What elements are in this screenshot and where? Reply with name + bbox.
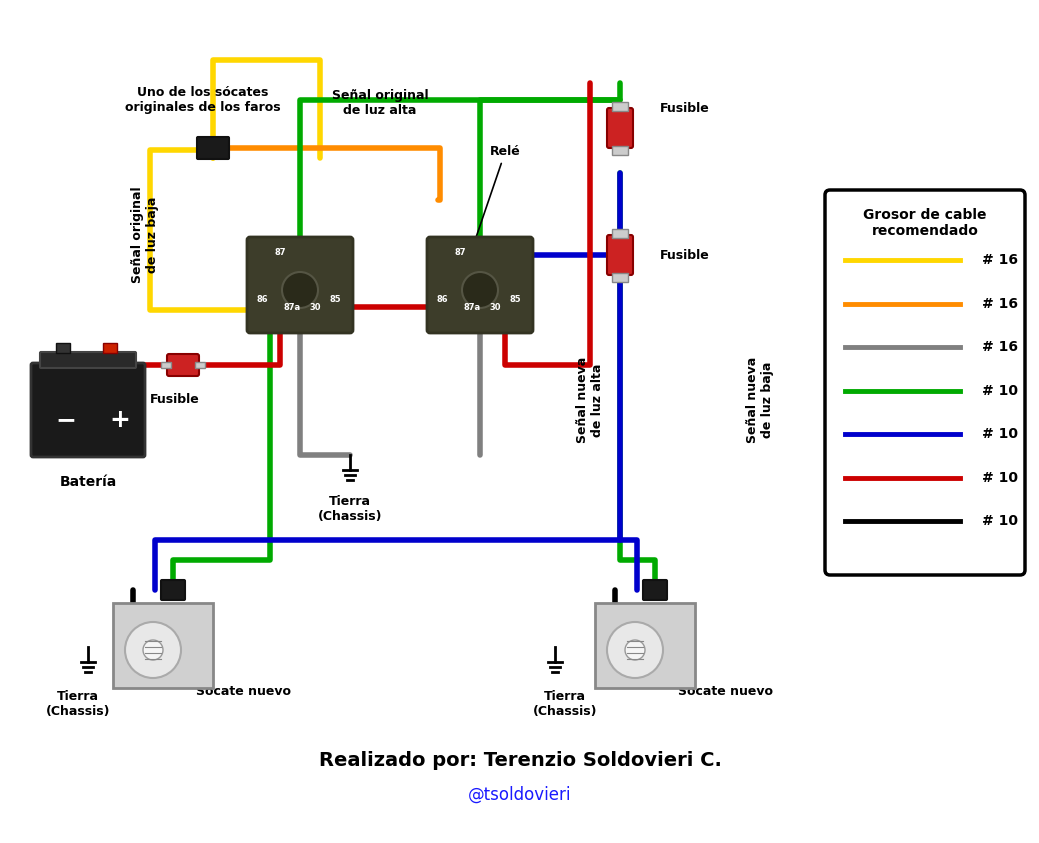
- Bar: [612, 146, 628, 155]
- Text: 86: 86: [436, 296, 448, 304]
- Circle shape: [143, 640, 163, 660]
- Circle shape: [282, 272, 318, 308]
- Circle shape: [125, 622, 181, 678]
- Bar: [161, 362, 171, 368]
- Bar: [612, 273, 628, 282]
- Text: # 10: # 10: [982, 427, 1018, 441]
- Text: Fusible: Fusible: [660, 101, 710, 115]
- Bar: [612, 102, 628, 111]
- Text: Realizado por: Terenzio Soldovieri C.: Realizado por: Terenzio Soldovieri C.: [319, 750, 721, 770]
- Text: 30: 30: [310, 303, 321, 312]
- Text: Fusible: Fusible: [660, 249, 710, 261]
- Text: −: −: [55, 408, 77, 432]
- Bar: [195, 362, 205, 368]
- Bar: [595, 603, 695, 688]
- FancyBboxPatch shape: [247, 237, 353, 333]
- Text: Señal nueva
de luz baja: Señal nueva de luz baja: [746, 357, 774, 443]
- Text: Batería: Batería: [59, 475, 116, 489]
- Text: Grosor de cable
recomendado: Grosor de cable recomendado: [863, 208, 987, 238]
- Text: Tierra
(Chassis): Tierra (Chassis): [533, 690, 597, 718]
- Text: # 16: # 16: [982, 340, 1018, 354]
- Text: Tierra
(Chassis): Tierra (Chassis): [318, 495, 382, 523]
- Text: Fusible: Fusible: [150, 393, 199, 406]
- Text: +: +: [109, 408, 131, 432]
- FancyBboxPatch shape: [161, 580, 185, 600]
- Text: # 10: # 10: [982, 384, 1018, 398]
- Text: Sócate nuevo: Sócate nuevo: [195, 685, 291, 698]
- Text: # 10: # 10: [982, 514, 1018, 529]
- Text: # 16: # 16: [982, 253, 1018, 267]
- Circle shape: [607, 622, 663, 678]
- Text: 87: 87: [454, 248, 465, 256]
- FancyBboxPatch shape: [427, 237, 533, 333]
- Text: 87a: 87a: [284, 303, 300, 312]
- FancyBboxPatch shape: [643, 580, 667, 600]
- Text: Uno de los sócates
originales de los faros: Uno de los sócates originales de los far…: [125, 86, 281, 114]
- Text: 87: 87: [274, 248, 286, 256]
- Bar: [612, 229, 628, 238]
- Text: Señal original
de luz baja: Señal original de luz baja: [131, 186, 159, 283]
- FancyBboxPatch shape: [39, 352, 136, 368]
- Text: # 10: # 10: [982, 471, 1018, 485]
- Text: 86: 86: [257, 296, 268, 304]
- Bar: [56, 343, 70, 353]
- Text: 30: 30: [489, 303, 501, 312]
- Text: Sócate nuevo: Sócate nuevo: [677, 685, 773, 698]
- FancyBboxPatch shape: [607, 108, 633, 148]
- Text: Relé: Relé: [471, 145, 521, 250]
- Text: Señal nueva
de luz alta: Señal nueva de luz alta: [576, 357, 604, 443]
- FancyBboxPatch shape: [607, 235, 633, 275]
- FancyBboxPatch shape: [167, 354, 199, 376]
- FancyBboxPatch shape: [197, 137, 229, 159]
- Bar: [113, 603, 213, 688]
- Text: @tsoldovieri: @tsoldovieri: [469, 786, 571, 804]
- Text: Señal original
de luz alta: Señal original de luz alta: [331, 89, 428, 117]
- Circle shape: [462, 272, 498, 308]
- FancyBboxPatch shape: [31, 363, 145, 457]
- Text: 85: 85: [509, 296, 521, 304]
- Text: # 16: # 16: [982, 297, 1018, 310]
- Text: 87a: 87a: [463, 303, 481, 312]
- FancyBboxPatch shape: [825, 190, 1025, 575]
- Text: 85: 85: [329, 296, 341, 304]
- Circle shape: [625, 640, 645, 660]
- Bar: [103, 343, 117, 353]
- Text: Tierra
(Chassis): Tierra (Chassis): [46, 690, 110, 718]
